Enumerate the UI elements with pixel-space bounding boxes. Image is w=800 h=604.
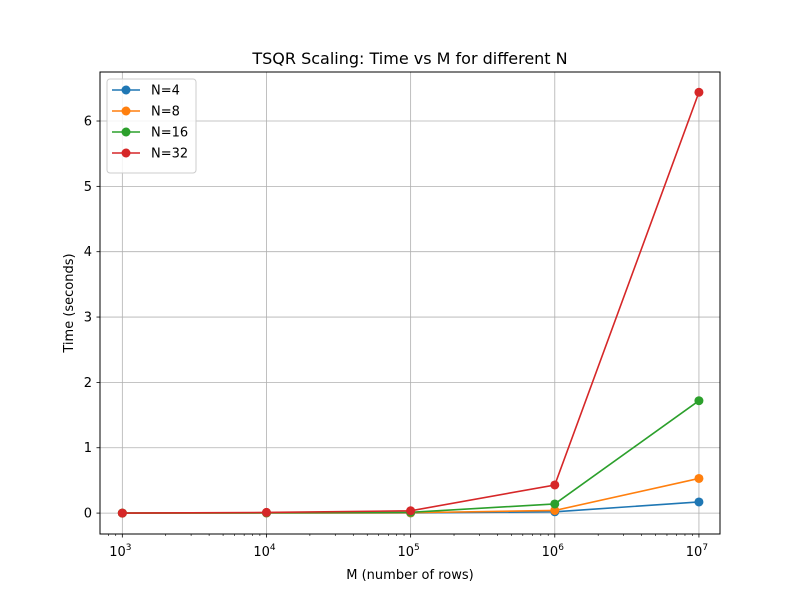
legend: N=4 N=8 N=16 N=32 [106, 78, 197, 174]
x-tick-base: 10 [109, 545, 126, 560]
data-point [406, 506, 416, 516]
data-point [550, 480, 560, 490]
legend-marker [121, 85, 131, 95]
legend-marker [121, 127, 131, 137]
y-axis-label: Time (seconds) [62, 253, 77, 353]
x-tick-base: 10 [542, 545, 559, 560]
y-tick-label: 6 [84, 115, 92, 130]
series-lines [117, 87, 704, 518]
y-tick-label: 5 [84, 180, 92, 195]
data-point [550, 499, 560, 509]
x-tick-exponent: 7 [702, 543, 708, 553]
legend-item: N=8 [112, 105, 180, 120]
x-tick-exponent: 4 [270, 543, 276, 553]
y-tick-label: 4 [84, 245, 92, 260]
x-tick-label: 107 [686, 543, 708, 560]
data-point [694, 473, 704, 483]
x-axis-label: M (number of rows) [346, 568, 473, 583]
y-tick-label: 3 [84, 311, 92, 326]
x-tick-base: 10 [397, 545, 414, 560]
data-point [694, 396, 704, 406]
legend-item: N=16 [112, 126, 188, 141]
y-tick-label: 2 [84, 376, 92, 391]
x-tick-label: 105 [397, 543, 419, 560]
data-point [694, 497, 704, 507]
x-tick-label: 106 [542, 543, 565, 560]
x-tick-label: 104 [253, 543, 276, 560]
legend-label: N=32 [151, 147, 188, 162]
grid [100, 72, 720, 534]
data-point [550, 505, 560, 515]
x-tick-exponent: 3 [126, 543, 132, 553]
legend-label: N=4 [151, 84, 180, 99]
data-point [261, 507, 271, 517]
data-point [117, 508, 127, 518]
y-tick-label: 0 [84, 507, 92, 522]
plot-area-frame [99, 71, 721, 535]
x-tick-exponent: 5 [414, 543, 420, 553]
series-n-32 [117, 87, 704, 518]
legend-marker [121, 148, 131, 158]
data-point [694, 87, 704, 97]
legend-label: N=16 [151, 126, 188, 141]
legend-label: N=8 [151, 105, 180, 120]
chart-title: TSQR Scaling: Time vs M for different N [251, 49, 567, 68]
x-tick-label: 103 [109, 543, 131, 560]
x-tick-base: 10 [686, 545, 703, 560]
x-tick-base: 10 [253, 545, 270, 560]
x-tick-exponent: 6 [558, 543, 564, 553]
legend-marker [121, 106, 131, 116]
legend-box [106, 78, 197, 174]
legend-item: N=32 [112, 147, 188, 162]
y-tick-label: 1 [84, 441, 92, 456]
legend-item: N=4 [112, 84, 180, 99]
